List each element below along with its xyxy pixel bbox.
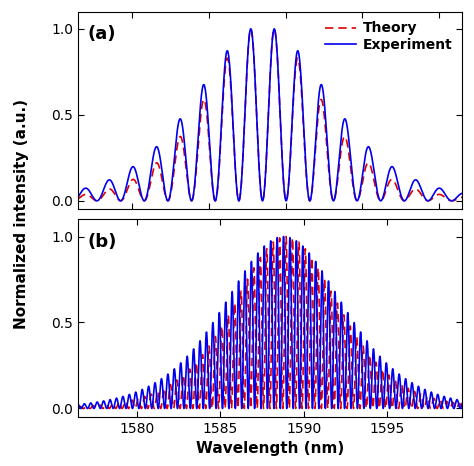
Text: Normalized intensity (a.u.): Normalized intensity (a.u.) [14, 99, 29, 329]
Theory [307, 198, 313, 204]
Line: Experiment: Experiment [78, 29, 462, 201]
Experiment [248, 26, 254, 32]
Theory [214, 189, 220, 195]
Theory [248, 26, 254, 32]
Experiment [459, 191, 465, 196]
Experiment [319, 84, 325, 89]
Experiment [95, 198, 100, 204]
Theory [360, 177, 366, 182]
Text: (a): (a) [88, 26, 116, 43]
Experiment [302, 156, 308, 162]
Experiment [307, 198, 313, 204]
Text: (b): (b) [88, 233, 117, 251]
Line: Theory: Theory [78, 29, 462, 201]
Theory [459, 195, 465, 200]
Theory [319, 99, 325, 104]
Experiment [75, 194, 81, 199]
Theory [75, 196, 81, 202]
Experiment [360, 169, 366, 174]
X-axis label: Wavelength (nm): Wavelength (nm) [196, 441, 344, 457]
Theory [381, 195, 386, 200]
Legend: Theory, Experiment: Theory, Experiment [322, 19, 455, 55]
Experiment [381, 193, 386, 199]
Theory [302, 159, 308, 164]
Experiment [214, 188, 220, 194]
Theory [95, 198, 100, 204]
